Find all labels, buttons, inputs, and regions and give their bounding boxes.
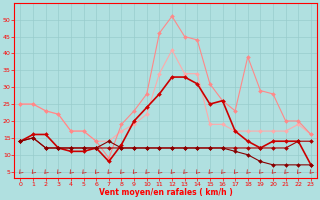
- X-axis label: Vent moyen/en rafales ( km/h ): Vent moyen/en rafales ( km/h ): [99, 188, 233, 197]
